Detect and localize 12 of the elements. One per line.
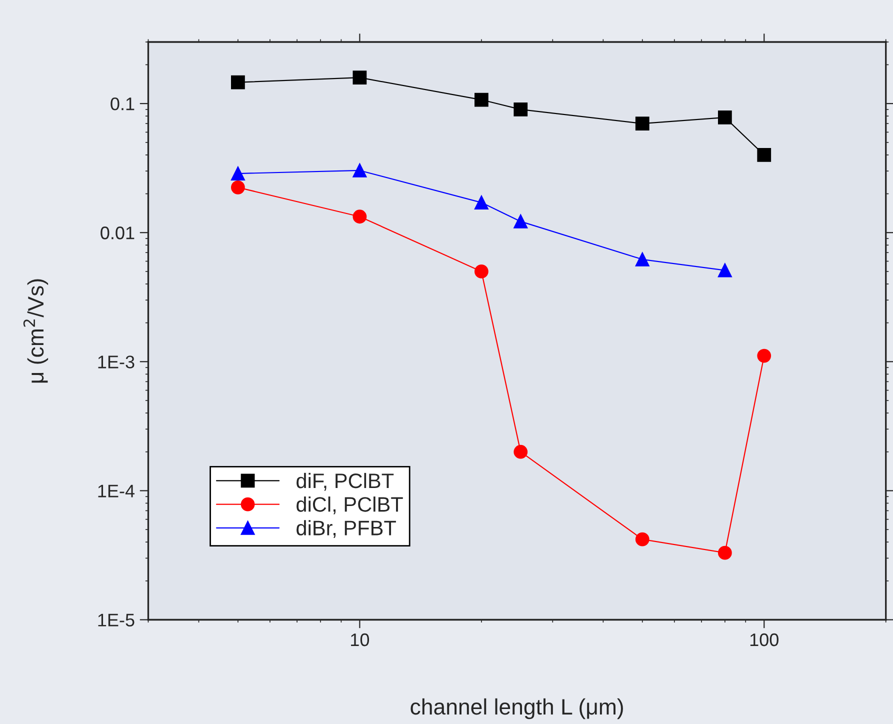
y-axis-title: μ (cm$^{2}$/Vs) bbox=[23, 279, 48, 383]
y-tick-label: 1E-3 bbox=[98, 356, 134, 368]
x-tick-label: 100 bbox=[750, 633, 778, 646]
y-tick-label: 1E-5 bbox=[98, 614, 134, 626]
x-tick-label: 10 bbox=[351, 633, 370, 646]
legend-label: diCl, PClBT bbox=[296, 496, 403, 514]
y-tick-label: 1E-4 bbox=[98, 484, 135, 498]
legend-label: diF, PClBT bbox=[296, 472, 394, 491]
x-axis-title: channel length L (μm) bbox=[410, 698, 623, 720]
legend-label: diBr, PFBT bbox=[296, 520, 396, 538]
y-tick-label: 0.01 bbox=[100, 226, 134, 240]
y-tick-label: 0.1 bbox=[110, 97, 134, 110]
